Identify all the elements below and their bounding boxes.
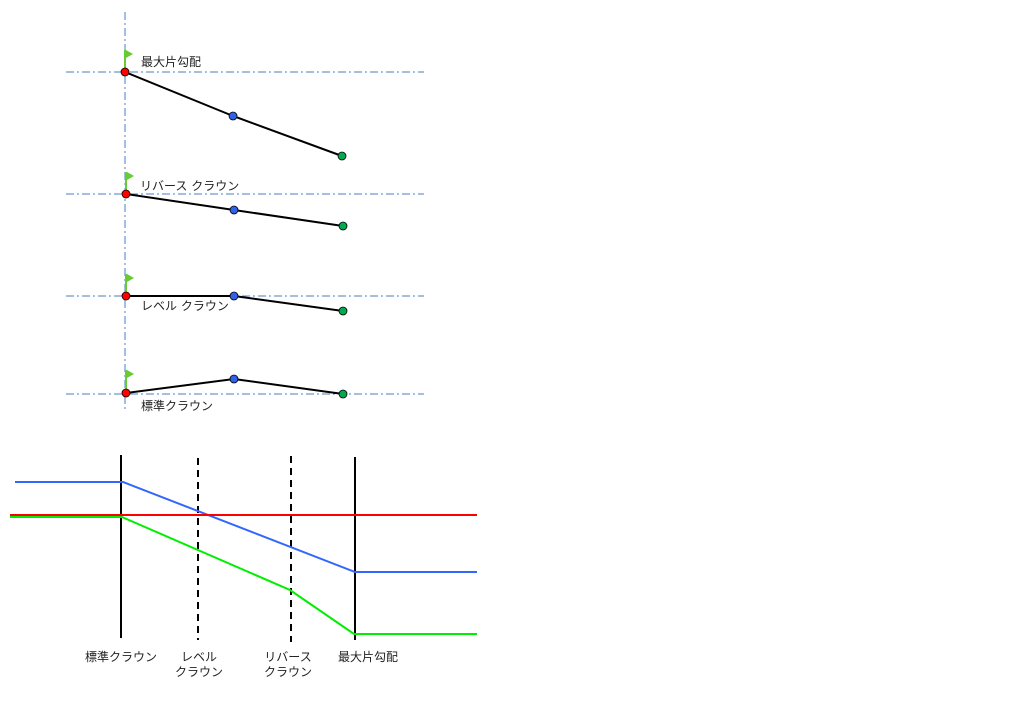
point-red [121,189,131,199]
point-blue [229,291,239,301]
section-level-crown: レベル クラウン [66,274,424,316]
left-edge-profile [15,481,477,573]
station-label: 最大片勾配 [338,650,398,664]
section-label: リバース クラウン [140,179,239,193]
flag-icon [125,370,134,390]
point-green [338,306,348,316]
station-label: クラウン [264,665,312,679]
point-green [337,151,347,161]
right-edge-profile [10,516,477,635]
point-red [121,291,131,301]
point-red [121,388,131,398]
section-full-superelevation: 最大片勾配 [66,50,424,161]
cross-sections: 最大片勾配 リバース クラウン レベル クラウン [66,12,424,413]
section-label: 標準クラウン [141,398,213,413]
flag-icon [125,274,134,294]
point-red [120,67,130,77]
flag-icon [124,50,133,70]
point-blue [229,374,239,384]
section-label: 最大片勾配 [141,55,201,69]
point-green [338,389,348,399]
section-reverse-crown: リバース クラウン [66,172,424,231]
point-blue [228,111,238,121]
transition-profile: 標準クラウン レベル クラウン リバース クラウン 最大片勾配 [10,455,477,679]
station-label: リバース [264,650,311,664]
station-label: レベル [181,650,217,664]
point-blue [229,205,239,215]
section-normal-crown: 標準クラウン [66,370,424,413]
point-green [338,221,348,231]
flag-icon [125,172,134,192]
station-label: 標準クラウン [85,649,157,664]
section-label: レベル クラウン [141,299,229,313]
station-label: クラウン [175,665,223,679]
